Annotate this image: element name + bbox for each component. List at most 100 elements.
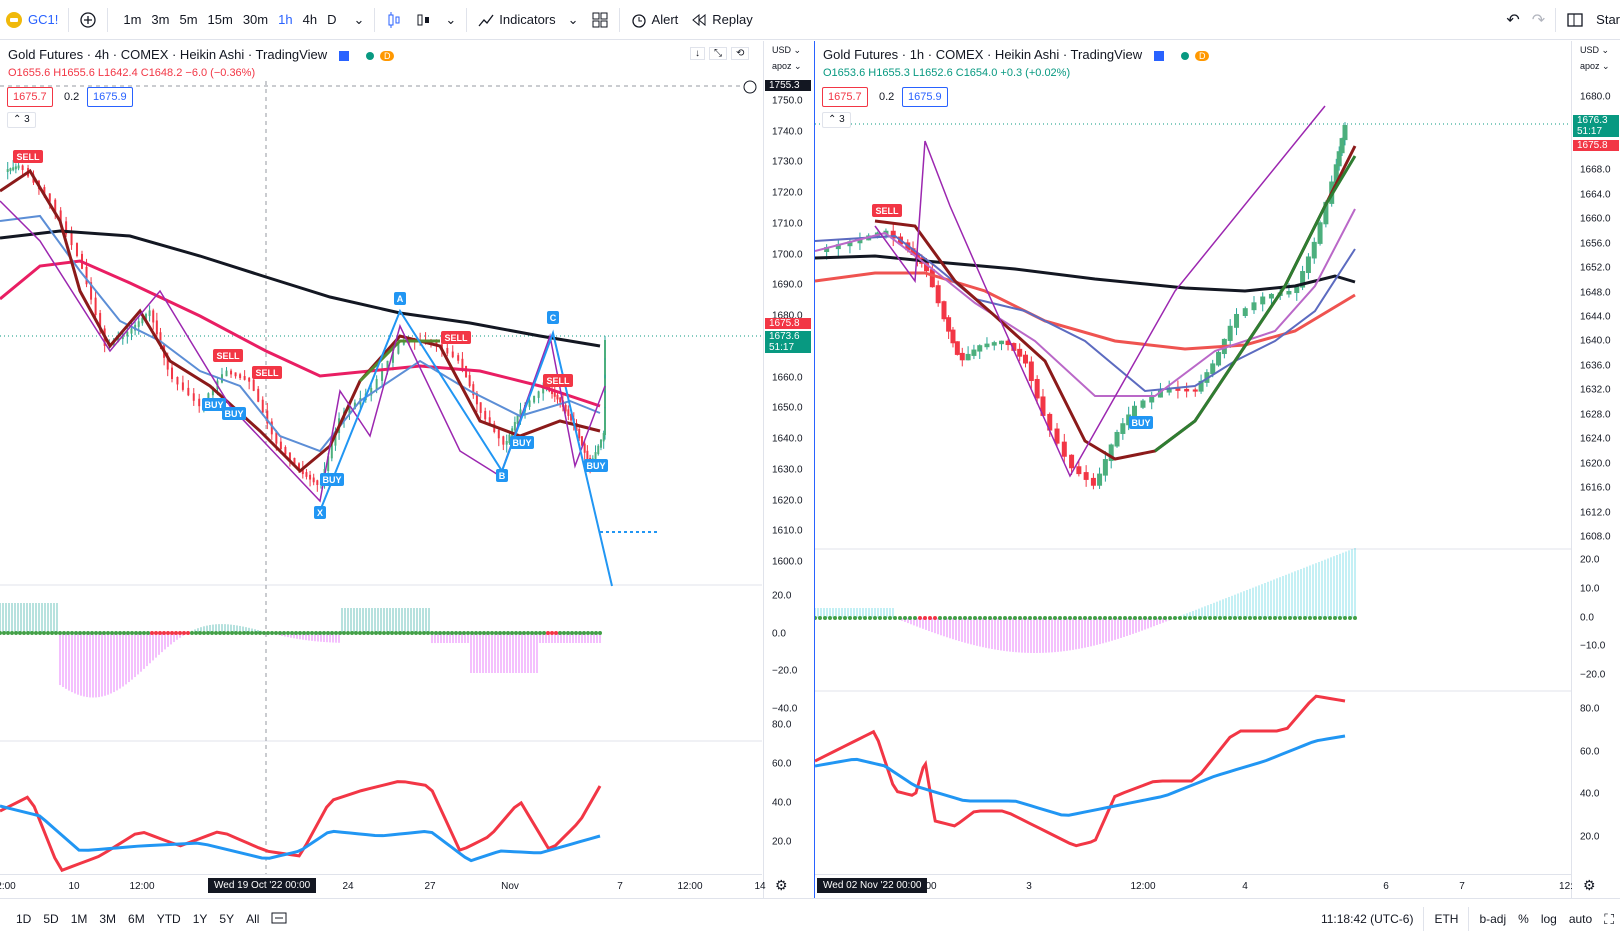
range-3m-button[interactable]: 3M	[99, 912, 117, 926]
right-chart-canvas[interactable]: SELL BUY	[815, 41, 1572, 874]
redo-icon: ↷	[1531, 11, 1546, 29]
zero-dot	[30, 631, 34, 635]
interval-1h-button[interactable]: 1h	[278, 12, 293, 27]
alert-button[interactable]: Alert	[624, 0, 685, 40]
fullscreen-button[interactable]: ⛶	[1598, 911, 1620, 928]
candles-button[interactable]	[379, 0, 409, 40]
interval-dropdown[interactable]: ⌄	[347, 0, 370, 40]
gear-icon[interactable]: ⚙	[1583, 877, 1596, 893]
zero-dot	[482, 631, 486, 635]
indicators-button[interactable]: Indicators	[471, 0, 561, 40]
zero-dot	[10, 631, 14, 635]
close-value: C1648.2	[140, 67, 183, 79]
candle-body	[1323, 201, 1329, 225]
zero-dot	[62, 631, 66, 635]
interval-1m-button[interactable]: 1m	[123, 12, 142, 27]
sell-price-button[interactable]: 1675.7	[822, 87, 868, 107]
currency-label[interactable]: USD ⌄	[772, 45, 802, 55]
arrow-down-icon[interactable]: ↓	[690, 47, 705, 60]
templates-button[interactable]	[585, 0, 615, 40]
range-1m-button[interactable]: 1M	[70, 912, 88, 926]
left-time-axis[interactable]: 2:00 10 12:00 24 27 Nov 7 12:00 14 Wed 19 Oct '22…	[0, 874, 766, 899]
right-price-axis[interactable]: USD ⌄ apoz ⌄ 1680.01676.01672.01668.0166…	[1571, 41, 1620, 898]
zero-dot	[1353, 616, 1357, 620]
zero-dot	[282, 631, 286, 635]
right-chart-pane[interactable]: SELL BUY Gold Futures · 1h · COMEX · Heik…	[814, 41, 1620, 898]
range-ytd-button[interactable]: YTD	[156, 912, 181, 926]
candle-body	[959, 352, 965, 361]
range-1d-button[interactable]: 1D	[16, 912, 32, 926]
candle-body	[1054, 428, 1060, 444]
indicators-dropdown[interactable]: ⌄	[562, 0, 585, 40]
right-chart-legend: Gold Futures · 1h · COMEX · Heikin Ashi …	[823, 47, 1210, 62]
candle-body	[1061, 441, 1067, 457]
zero-dot	[326, 631, 330, 635]
scale-mode-label[interactable]: apoz ⌄	[1580, 61, 1610, 71]
zero-dot	[888, 616, 892, 620]
price-tick: 20.0	[1580, 831, 1600, 843]
clock-display[interactable]: 11:18:42 (UTC-6)	[1320, 912, 1414, 926]
sell-signal: SELL	[546, 376, 570, 386]
interval-15m-button[interactable]: 15m	[207, 12, 233, 27]
start-button[interactable]: Star	[1590, 0, 1620, 40]
collapse-icon[interactable]: ⤡	[709, 47, 727, 60]
buy-price-button[interactable]: 1675.9	[902, 87, 948, 107]
interval-3m-button[interactable]: 3m	[151, 12, 170, 27]
indicators-collapse-button[interactable]: ⌃ 3	[822, 112, 851, 128]
percent-scale-button[interactable]: %	[1518, 912, 1529, 926]
candle-body	[533, 395, 536, 403]
candle-body	[1126, 414, 1132, 426]
zero-dot	[138, 631, 142, 635]
zero-dot	[1343, 616, 1347, 620]
log-scale-button[interactable]: log	[1540, 912, 1557, 926]
interval-30m-button[interactable]: 30m	[242, 12, 269, 27]
range-1y-button[interactable]: 1Y	[192, 912, 208, 926]
range-5d-button[interactable]: 5D	[43, 912, 59, 926]
left-chart-pane[interactable]: X A B C SELL SELL SELL SELL SELL BUY BUY BUY BUY BUY …	[0, 41, 813, 898]
interval-D-button[interactable]: D	[327, 12, 337, 27]
date-range-button[interactable]	[265, 911, 293, 928]
indicators-collapse-button[interactable]: ⌃ 3	[7, 112, 36, 128]
chevron-down-icon: ⌄	[353, 11, 365, 27]
redo-button[interactable]: ↷	[1526, 0, 1551, 40]
zero-dot	[242, 631, 246, 635]
right-time-axis[interactable]: 00 3 12:00 4 6 7 12: Wed 02 Nov '22 00:00	[815, 874, 1573, 899]
candle-body	[316, 480, 319, 485]
candle-body	[475, 393, 478, 405]
chart-type-button[interactable]	[409, 0, 439, 40]
session-button[interactable]: ETH	[1434, 912, 1459, 926]
zero-dot	[1258, 616, 1262, 620]
candle-body	[594, 452, 597, 461]
zero-dot	[234, 631, 238, 635]
interval-4h-button[interactable]: 4h	[302, 12, 318, 27]
candle-body	[284, 447, 287, 455]
auto-scale-button[interactable]: auto	[1568, 912, 1593, 926]
range-6m-button[interactable]: 6M	[128, 912, 145, 926]
symbol-search-button[interactable]: GC1!	[0, 0, 64, 40]
gear-icon[interactable]: ⚙	[775, 877, 788, 893]
zero-dot	[342, 631, 346, 635]
sell-signal: SELL	[875, 206, 899, 216]
replay-button[interactable]: Replay	[684, 0, 758, 40]
currency-label[interactable]: USD ⌄	[1580, 45, 1610, 55]
undo-button[interactable]: ↶	[1500, 0, 1525, 40]
range-5y-button[interactable]: 5Y	[219, 912, 235, 926]
buy-price-button[interactable]: 1675.9	[87, 87, 133, 107]
zero-dot	[1283, 616, 1287, 620]
range-all-button[interactable]: All	[246, 912, 260, 926]
layout-button[interactable]	[1560, 0, 1590, 40]
refresh-icon[interactable]: ⟲	[731, 47, 750, 60]
interval-group: 1m 3m 5m 15m 30m 1h 4h D	[112, 0, 347, 40]
left-price-axis[interactable]: USD ⌄ apoz ⌄ 1750.0 1740.0 1730.0 1720.0 171…	[763, 41, 813, 898]
chart-type-dropdown[interactable]: ⌄	[439, 0, 462, 40]
buy-signal-box	[584, 459, 608, 472]
candle-body	[270, 421, 273, 435]
compare-button[interactable]	[73, 0, 103, 40]
candle-body	[835, 244, 841, 250]
adjustment-button[interactable]: b-adj	[1479, 912, 1507, 926]
interval-5m-button[interactable]: 5m	[179, 12, 198, 27]
zero-dot	[1098, 616, 1102, 620]
scale-mode-label[interactable]: apoz ⌄	[772, 61, 802, 71]
sell-price-button[interactable]: 1675.7	[7, 87, 53, 107]
